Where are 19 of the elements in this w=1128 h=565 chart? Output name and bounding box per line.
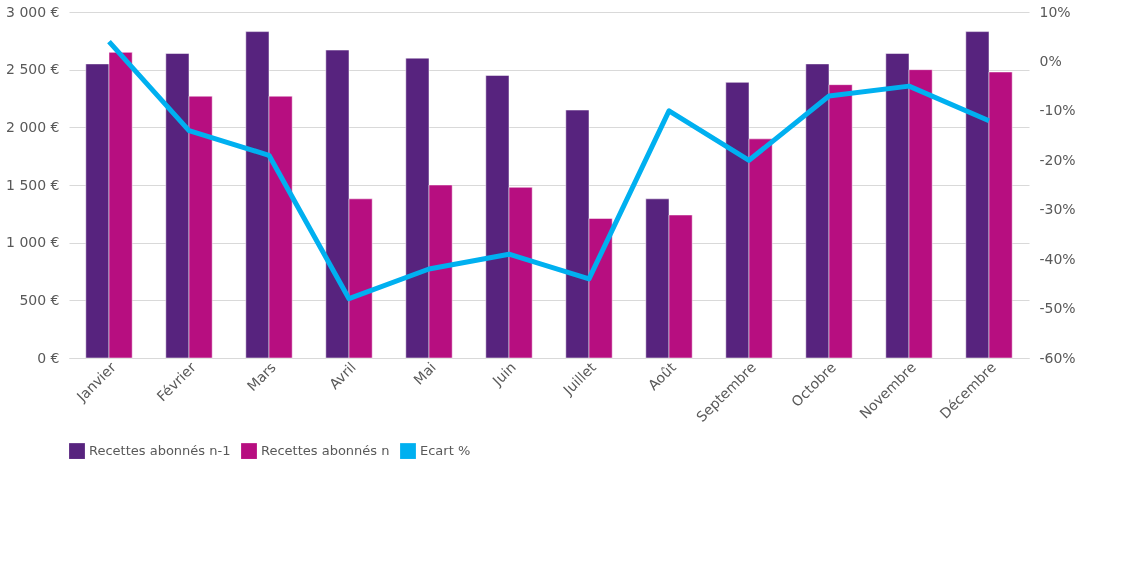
y2-tick-label: 0% (1039, 52, 1062, 69)
y-tick-label: 500 € (19, 291, 60, 308)
legend-label: Recettes abonnés n-1 (89, 443, 231, 459)
legend-label: Ecart % (420, 443, 471, 459)
y-tick-label: 3 000 € (6, 3, 60, 20)
y2-tick-label: 10% (1039, 3, 1071, 20)
x-tick-label: Mai (410, 359, 439, 388)
y2-tick-label: -40% (1039, 250, 1076, 267)
y2-tick-label: -60% (1039, 349, 1076, 366)
y-tick-label: 0 € (37, 349, 60, 366)
legend-label: Recettes abonnés n (261, 443, 390, 459)
y2-tick-label: -50% (1039, 300, 1076, 317)
y2-tick-label: -20% (1039, 151, 1076, 168)
y-tick-label: 2 500 € (6, 61, 60, 78)
y-tick-label: 2 000 € (6, 118, 60, 135)
y-tick-label: 1 500 € (6, 176, 60, 193)
y2-tick-label: -30% (1039, 201, 1076, 218)
y-tick-label: 1 000 € (6, 234, 60, 251)
y2-tick-label: -10% (1039, 102, 1076, 119)
